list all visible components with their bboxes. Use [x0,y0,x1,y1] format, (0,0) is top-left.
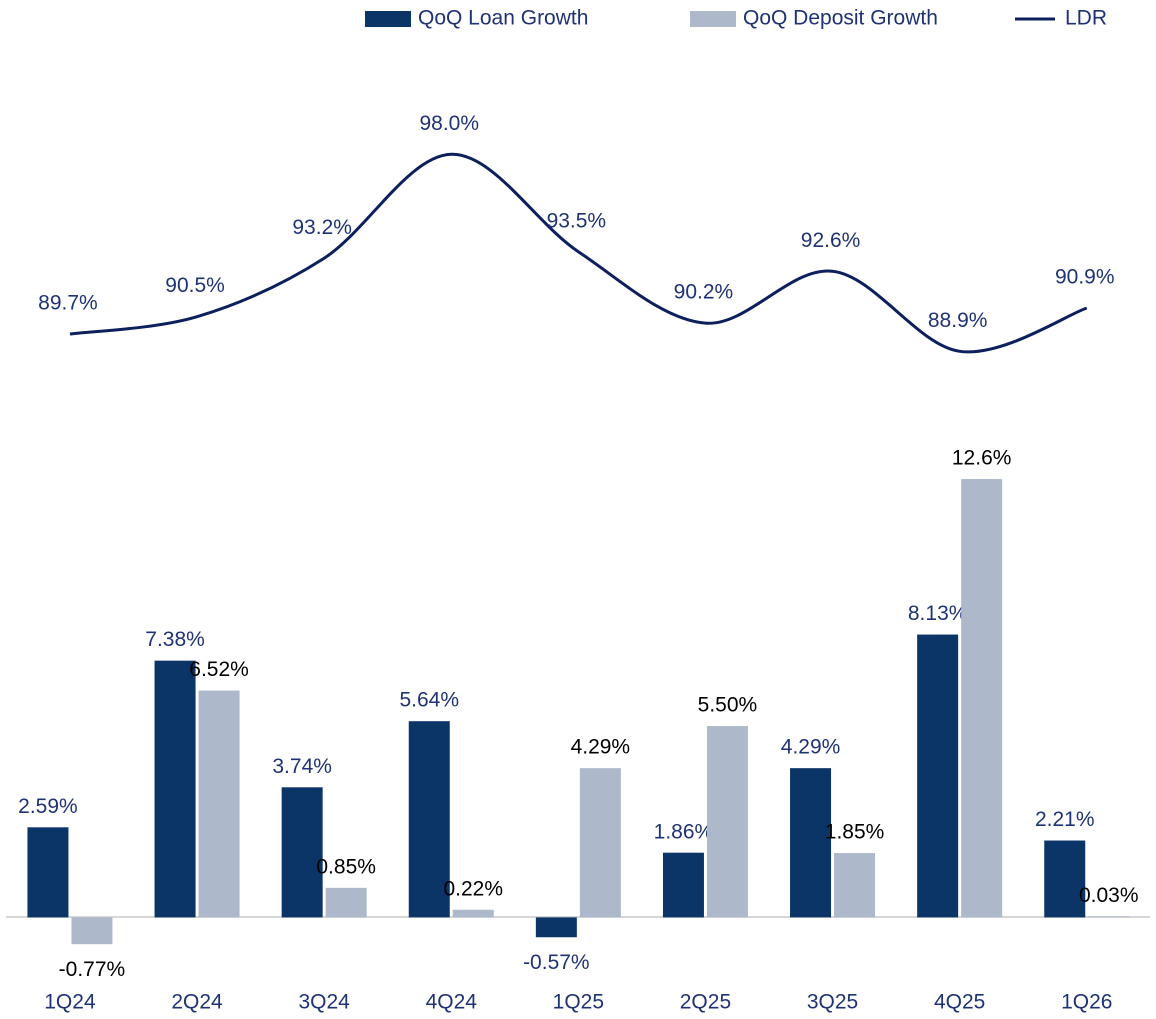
legend-label: QoQ Deposit Growth [743,7,938,30]
bar [535,917,577,938]
x-tick-label: 4Q25 [934,991,985,1014]
x-tick-label: 4Q24 [426,991,478,1014]
bar [706,726,748,918]
x-tick-label: 1Q25 [553,991,604,1014]
data-label: 12.6% [952,447,1012,470]
legend-swatch [690,11,736,27]
bar [27,827,69,918]
x-tick-label: 1Q24 [44,991,96,1014]
bar [1044,840,1086,918]
bar [154,660,196,918]
data-label: 93.2% [292,216,352,239]
data-label: -0.57% [523,951,590,974]
data-label: 92.6% [801,229,861,252]
bar [281,787,323,918]
data-label: 8.13% [908,602,968,625]
x-tick-label: 2Q24 [171,991,223,1014]
x-tick-label: 1Q26 [1061,991,1112,1014]
data-label: 0.22% [443,877,503,900]
data-label: -0.77% [59,958,126,981]
data-label: 2.21% [1035,808,1095,831]
bar [198,690,240,918]
data-label: 90.5% [165,274,225,297]
data-label: 7.38% [145,628,205,651]
data-label: 3.74% [272,755,332,778]
bar [662,852,704,918]
data-label: 0.85% [316,855,376,878]
legend-swatch [365,11,411,27]
data-label: 4.29% [571,736,631,759]
bar [790,768,832,918]
data-label: 1.85% [825,821,885,844]
data-label: 90.9% [1055,266,1115,289]
data-label: 6.52% [189,658,249,681]
x-tick-label: 3Q25 [807,991,858,1014]
bar [961,479,1003,918]
data-label: 90.2% [674,281,734,304]
x-tick-label: 3Q24 [298,991,350,1014]
data-label: 88.9% [928,309,988,332]
data-label: 4.29% [781,736,841,759]
legend-label: QoQ Loan Growth [418,7,588,30]
legend-label: LDR [1065,7,1107,30]
line [69,152,1088,354]
bar [917,634,959,918]
data-label: 2.59% [18,795,78,818]
data-label: 5.64% [399,689,459,712]
data-label: 5.50% [698,694,758,717]
bar [579,768,621,918]
x-tick-label: 2Q25 [680,991,731,1014]
data-label: 89.7% [38,292,98,315]
data-label: 1.86% [654,820,714,843]
data-label: 0.03% [1079,884,1139,907]
bar [325,887,367,918]
bar [408,721,450,918]
data-label: 93.5% [547,209,607,232]
bar [1088,916,1130,918]
bar [71,917,113,945]
bar [834,853,876,918]
data-label: 98.0% [419,112,479,135]
bar [452,909,494,918]
